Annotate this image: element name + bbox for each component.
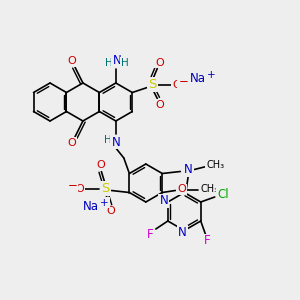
Text: O: O <box>68 56 76 66</box>
Text: Na: Na <box>190 72 206 85</box>
Text: F: F <box>203 235 210 248</box>
Text: +: + <box>207 70 216 80</box>
Text: O: O <box>106 206 115 217</box>
Text: N: N <box>111 136 120 148</box>
Text: −: − <box>178 75 188 88</box>
Text: O: O <box>155 58 164 68</box>
Text: N: N <box>159 194 168 208</box>
Text: F: F <box>146 227 153 241</box>
Text: Cl: Cl <box>217 188 229 200</box>
Text: O: O <box>155 100 164 110</box>
Text: CH₃: CH₃ <box>206 160 224 170</box>
Text: S: S <box>148 78 157 91</box>
Text: H: H <box>104 135 112 145</box>
Text: O: O <box>96 160 105 170</box>
Text: O: O <box>172 80 181 89</box>
Text: O: O <box>68 138 76 148</box>
Text: CH₃: CH₃ <box>200 184 218 194</box>
Text: Na: Na <box>83 200 99 213</box>
Text: N: N <box>178 226 187 239</box>
Text: H: H <box>121 58 129 68</box>
Text: H: H <box>105 58 113 68</box>
Text: O: O <box>177 184 186 194</box>
Text: −: − <box>68 179 77 192</box>
Text: S: S <box>101 182 110 195</box>
Text: N: N <box>184 163 193 176</box>
Text: +: + <box>100 197 109 208</box>
Text: N: N <box>112 55 121 68</box>
Text: O: O <box>75 184 84 194</box>
